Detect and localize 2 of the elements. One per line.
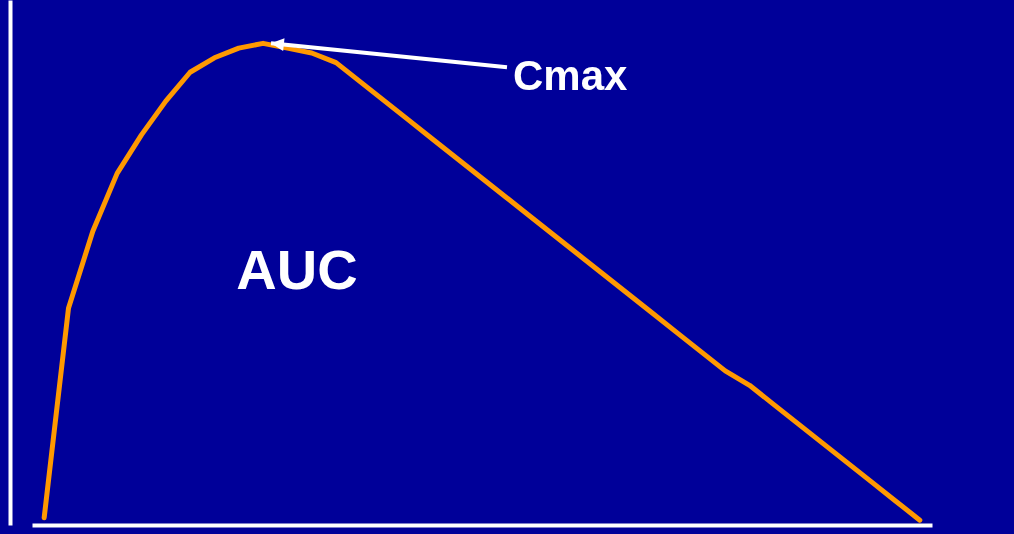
annotation: AUC xyxy=(236,238,358,301)
annotation: Cmax xyxy=(513,52,629,100)
